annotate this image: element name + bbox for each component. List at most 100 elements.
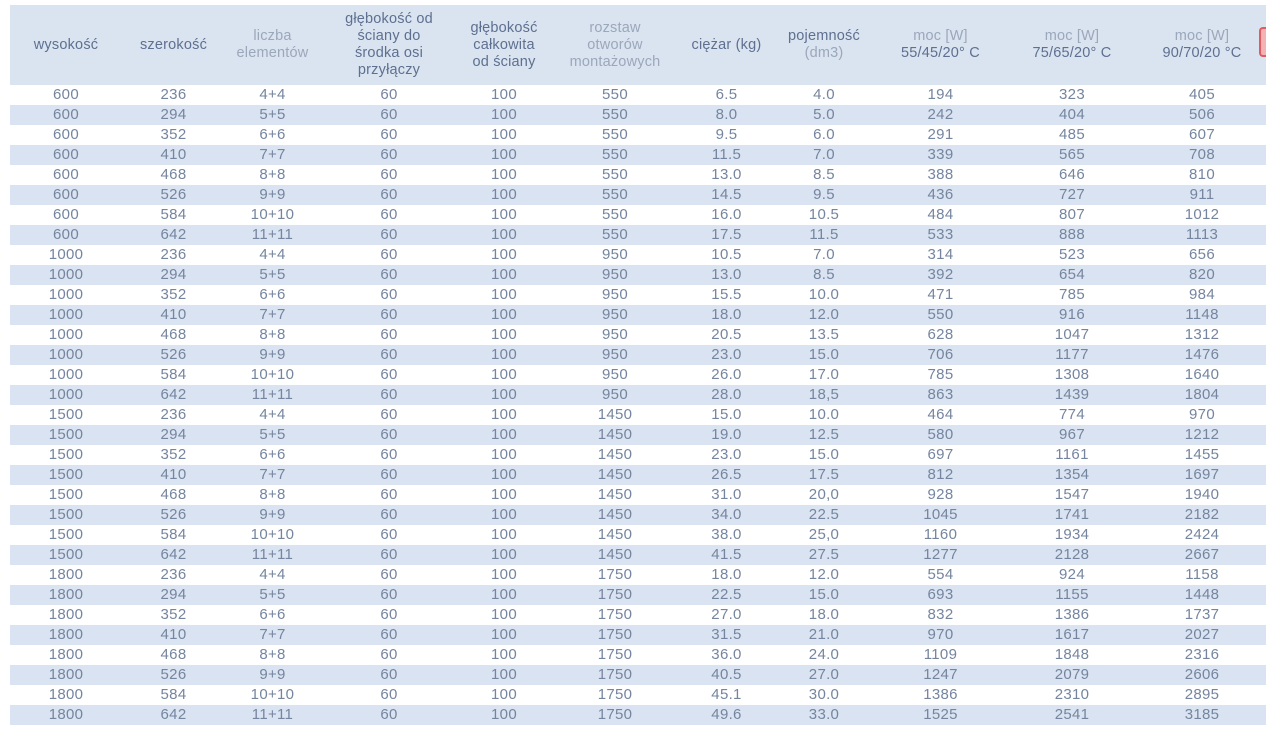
cell-glebokosc-calkowita: 100 (491, 326, 517, 343)
table-row: 1000 410 7+7 60 100 950 18.0 12.0 550 916 1148 (10, 305, 1266, 325)
cell-liczba-elementow: 6+6 (259, 606, 286, 623)
cell-liczba-elementow: 9+9 (259, 666, 286, 683)
column-header-wysokosc: wysokość (10, 5, 122, 85)
cell-pojemnosc: 15.0 (808, 586, 840, 603)
cell-glebokosc-calkowita: 100 (491, 586, 517, 603)
cell-szerokosc: 526 (160, 186, 187, 203)
cell-glebokosc-od-sciany: 60 (380, 226, 398, 243)
column-header-moc-55-45-20: moc [W] 55/45/20° C (875, 5, 1006, 85)
cell-glebokosc-od-sciany: 60 (380, 146, 398, 163)
cell-moc-55-45-20: 693 (927, 586, 954, 603)
header-line: elementów (236, 45, 309, 61)
cell-moc-55-45-20: 863 (927, 386, 954, 403)
cell-liczba-elementow: 4+4 (259, 566, 286, 583)
cell-glebokosc-calkowita: 100 (491, 526, 517, 543)
table-row: 1800 352 6+6 60 100 1750 27.0 18.0 832 1386 1737 (10, 605, 1266, 625)
cell-liczba-elementow: 5+5 (259, 586, 286, 603)
table-row: 1500 352 6+6 60 100 1450 23.0 15.0 697 1161 1455 (10, 445, 1266, 465)
cell-moc-55-45-20: 554 (927, 566, 954, 583)
cell-moc-75-65-20: 1547 (1054, 486, 1090, 503)
table-row: 1800 468 8+8 60 100 1750 36.0 24.0 1109 1848 2316 (10, 645, 1266, 665)
cell-moc-55-45-20: 1045 (923, 506, 958, 523)
cell-liczba-elementow: 11+11 (251, 386, 294, 403)
cell-szerokosc: 642 (160, 546, 187, 563)
cell-liczba-elementow: 11+11 (251, 546, 294, 563)
cell-wysokosc: 600 (53, 226, 79, 243)
cell-liczba-elementow: 7+7 (259, 466, 286, 483)
cell-ciezar: 13.0 (711, 266, 742, 283)
cell-szerokosc: 236 (160, 246, 187, 263)
cell-szerokosc: 584 (160, 686, 187, 703)
column-header-pojemnosc: pojemność (dm3) (773, 5, 875, 85)
cell-glebokosc-calkowita: 100 (491, 346, 517, 363)
cell-pojemnosc: 25,0 (808, 526, 840, 543)
cell-moc-90-70-20: 2424 (1184, 526, 1220, 543)
table-row: 600 642 11+11 60 100 550 17.5 11.5 533 888 1113 (10, 225, 1266, 245)
cell-rozstaw-otworow: 1450 (597, 546, 633, 563)
cell-glebokosc-calkowita: 100 (491, 186, 517, 203)
cell-pojemnosc: 27.0 (808, 666, 840, 683)
table-row: 1500 468 8+8 60 100 1450 31.0 20,0 928 1547 1940 (10, 485, 1266, 505)
cell-glebokosc-od-sciany: 60 (380, 606, 398, 623)
cell-liczba-elementow: 6+6 (259, 286, 286, 303)
cell-liczba-elementow: 8+8 (259, 326, 286, 343)
cell-moc-55-45-20: 785 (927, 366, 954, 383)
cell-moc-90-70-20: 1804 (1184, 386, 1220, 403)
cell-moc-90-70-20: 820 (1189, 266, 1215, 283)
header-line: ściany do (357, 28, 421, 44)
cell-moc-75-65-20: 1439 (1054, 386, 1090, 403)
cell-rozstaw-otworow: 950 (602, 386, 628, 403)
cell-glebokosc-od-sciany: 60 (380, 386, 398, 403)
cell-moc-90-70-20: 1312 (1184, 326, 1220, 343)
cell-moc-90-70-20: 810 (1189, 166, 1215, 183)
cell-ciezar: 27.0 (711, 606, 742, 623)
cell-liczba-elementow: 10+10 (250, 366, 295, 383)
table-row: 600 526 9+9 60 100 550 14.5 9.5 436 727 911 (10, 185, 1266, 205)
cell-wysokosc: 600 (53, 126, 79, 143)
cell-moc-90-70-20: 2895 (1184, 686, 1220, 703)
cell-glebokosc-calkowita: 100 (491, 706, 517, 723)
cell-glebokosc-calkowita: 100 (491, 386, 517, 403)
cell-ciezar: 36.0 (711, 646, 742, 663)
header-row: wysokość szerokość liczba elementów głębokoś… (10, 5, 1266, 85)
cell-moc-75-65-20: 1308 (1054, 366, 1090, 383)
cell-rozstaw-otworow: 550 (602, 166, 628, 183)
cell-wysokosc: 1500 (48, 446, 84, 463)
cell-moc-55-45-20: 1109 (923, 646, 958, 663)
header-line: liczba (253, 28, 292, 44)
cell-ciezar: 34.0 (711, 506, 742, 523)
cell-wysokosc: 1800 (48, 686, 84, 703)
cell-szerokosc: 352 (160, 446, 187, 463)
cell-wysokosc: 1000 (48, 246, 84, 263)
cell-rozstaw-otworow: 550 (602, 126, 628, 143)
cell-moc-55-45-20: 392 (927, 266, 954, 283)
cell-szerokosc: 584 (160, 206, 187, 223)
cell-rozstaw-otworow: 950 (602, 326, 628, 343)
cell-ciezar: 10.5 (711, 246, 742, 263)
cell-moc-75-65-20: 2128 (1054, 546, 1090, 563)
cell-szerokosc: 468 (160, 166, 187, 183)
cell-glebokosc-calkowita: 100 (491, 486, 517, 503)
table-row: 1800 642 11+11 60 100 1750 49.6 33.0 1525 2541 318… (10, 705, 1266, 725)
header-line: montażowych (569, 53, 661, 70)
cell-moc-90-70-20: 405 (1189, 86, 1215, 103)
table-row: 600 352 6+6 60 100 550 9.5 6.0 291 485 607 (10, 125, 1266, 145)
cell-rozstaw-otworow: 1450 (597, 466, 633, 483)
cell-szerokosc: 352 (160, 126, 187, 143)
cell-szerokosc: 410 (160, 306, 187, 323)
cell-moc-55-45-20: 339 (927, 146, 954, 163)
cell-moc-55-45-20: 1247 (923, 666, 958, 683)
cell-ciezar: 38.0 (711, 526, 742, 543)
cell-ciezar: 26.0 (711, 366, 742, 383)
cell-liczba-elementow: 6+6 (259, 126, 286, 143)
header-line: 75/65/20° C (1032, 45, 1112, 61)
header-line: moc [W] (1044, 28, 1100, 44)
cell-glebokosc-od-sciany: 60 (380, 166, 398, 183)
cell-pojemnosc: 12.0 (808, 566, 840, 583)
cell-moc-75-65-20: 1386 (1054, 606, 1090, 623)
cell-szerokosc: 468 (160, 326, 187, 343)
table-row: 600 410 7+7 60 100 550 11.5 7.0 339 565 708 (10, 145, 1266, 165)
cell-pojemnosc: 17.5 (808, 466, 840, 483)
cell-szerokosc: 642 (160, 386, 187, 403)
table-row: 1500 642 11+11 60 100 1450 41.5 27.5 1277 2128 266… (10, 545, 1266, 565)
